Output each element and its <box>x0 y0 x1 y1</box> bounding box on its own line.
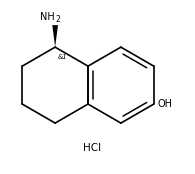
Text: HCl: HCl <box>83 143 101 153</box>
Polygon shape <box>52 25 58 47</box>
Text: 2: 2 <box>56 15 60 24</box>
Text: NH: NH <box>40 13 55 22</box>
Text: &1: &1 <box>58 54 67 60</box>
Text: OH: OH <box>158 99 173 109</box>
